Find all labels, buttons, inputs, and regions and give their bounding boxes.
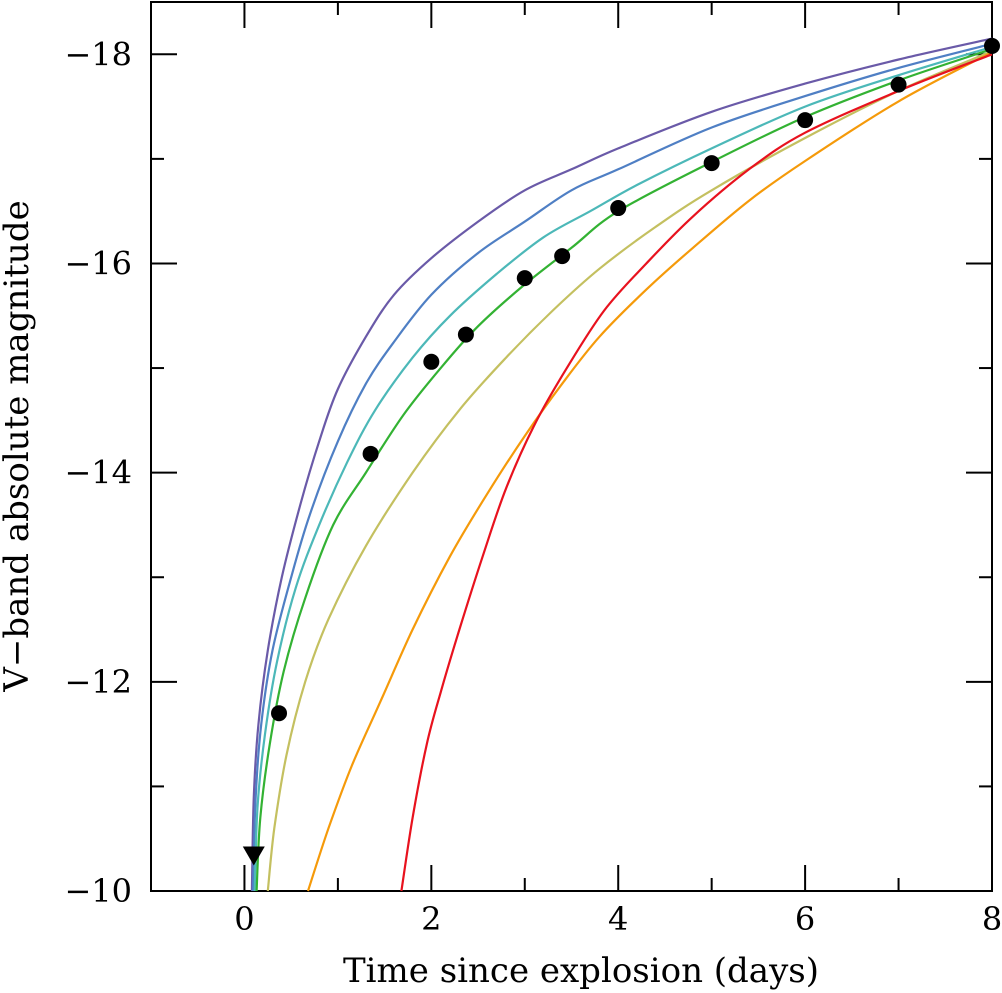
observation-point: [362, 445, 379, 462]
observation-point: [554, 248, 571, 265]
x-tick-label: 8: [982, 900, 1002, 938]
model-curves: [250, 37, 993, 892]
x-axis-label: Time since explosion (days): [343, 951, 819, 991]
y-axis-label: V−band absolute magnitude: [0, 200, 37, 692]
model-curve-2: [251, 42, 993, 892]
x-tick-label: 4: [608, 900, 628, 938]
axis-ticks: [150, 2, 993, 892]
model-curve-4: [255, 48, 993, 892]
plot-frame: [150, 1, 993, 892]
observation-point: [457, 326, 474, 343]
tick-labels: 0 2 4 6 8 −10 −12 −14 −16 −18: [64, 35, 1002, 938]
observation-point: [423, 353, 440, 370]
y-tick-label: −12: [64, 663, 132, 701]
model-curve-5: [266, 50, 993, 892]
x-tick-label: 0: [234, 900, 254, 938]
model-curve-3: [253, 45, 993, 892]
observation-point: [610, 200, 627, 217]
x-tick-label: 6: [795, 900, 815, 938]
y-tick-label: −14: [64, 454, 132, 492]
observation-markers: [242, 37, 1000, 866]
observation-point: [984, 37, 1000, 54]
upper-limit-marker: [242, 846, 265, 866]
x-tick-label: 2: [421, 900, 441, 938]
model-curve-1: [250, 37, 993, 892]
model-curve-7: [400, 53, 993, 892]
y-tick-label: −16: [64, 244, 132, 282]
observation-point: [797, 112, 814, 129]
observation-point: [271, 705, 288, 722]
observation-point: [890, 76, 907, 93]
y-tick-label: −10: [64, 872, 132, 910]
observation-point: [516, 270, 533, 287]
y-tick-label: −18: [64, 35, 132, 73]
observation-point: [703, 155, 720, 172]
